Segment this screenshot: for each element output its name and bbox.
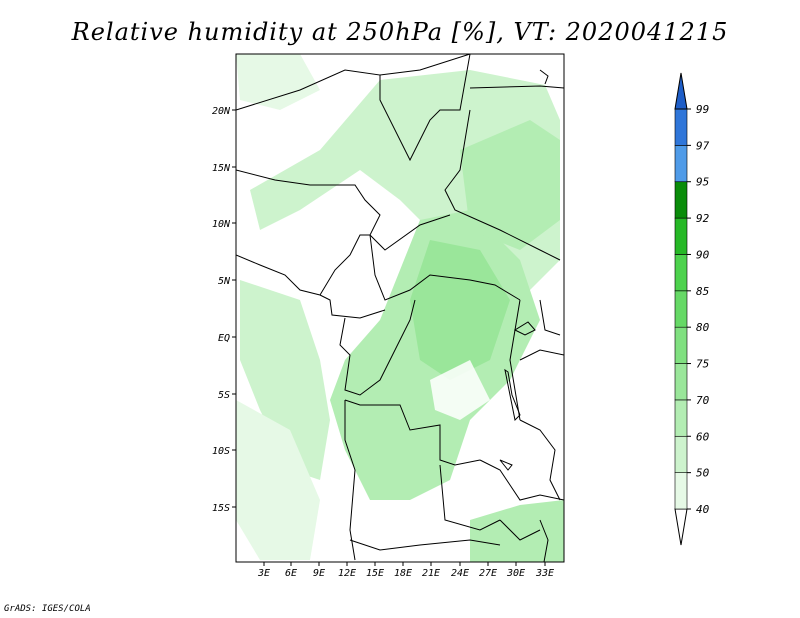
colorbar-segment — [674, 254, 688, 292]
lat-label: 15N — [212, 163, 231, 174]
colorbar-segment — [674, 399, 688, 437]
border-line — [479, 459, 564, 501]
humidity-region-north-west — [236, 54, 320, 110]
border-line — [319, 234, 370, 296]
colorbar-segment — [674, 145, 688, 183]
lat-label: 15S — [212, 503, 230, 514]
lat-label: 20N — [212, 106, 231, 117]
border-line — [339, 299, 416, 396]
lon-label: 24E — [451, 568, 469, 579]
lon-label: 15E — [366, 568, 384, 579]
lon-label: 9E — [313, 568, 325, 579]
border-line — [349, 539, 501, 551]
colorbar-level-label: 90 — [696, 248, 710, 261]
border-line — [344, 400, 356, 561]
colorbar-level-label: 60 — [696, 430, 710, 443]
lon-label: 27E — [479, 568, 497, 579]
border-line — [519, 349, 564, 361]
border-line — [344, 399, 481, 466]
border-line — [369, 234, 521, 301]
humidity-region-northeast — [460, 120, 560, 250]
map-frame — [235, 53, 565, 563]
lon-label: 12E — [338, 568, 356, 579]
lat-label: EQ — [218, 333, 230, 344]
country-borders — [236, 54, 564, 562]
border-line — [319, 294, 386, 319]
humidity-region-dry-central — [430, 360, 490, 420]
colorbar-level-label: 75 — [696, 358, 709, 371]
lake-outline — [504, 368, 521, 422]
border-line — [469, 85, 564, 89]
chart-title: Relative humidity at 250hPa [%], VT: 202… — [71, 18, 729, 46]
border-line — [236, 254, 321, 296]
colorbar-level-label: 99 — [696, 103, 709, 116]
humidity-region-west-low — [236, 400, 320, 560]
colorbar-level-label: 70 — [696, 394, 710, 407]
colorbar-level-label: 97 — [696, 139, 710, 152]
humidity-region-core — [410, 240, 510, 380]
border-line — [539, 299, 561, 336]
lon-label: 21E — [422, 568, 440, 579]
colorbar-level-label: 85 — [696, 285, 709, 298]
lat-label: 5N — [218, 276, 231, 287]
humidity-region-west — [240, 280, 330, 480]
border-line — [539, 519, 549, 562]
colorbar-segment — [674, 290, 688, 328]
lat-label: 10S — [212, 446, 230, 457]
colorbar-upper-arrow — [674, 72, 688, 110]
lat-ticks — [232, 109, 236, 508]
lat-label: 5S — [218, 390, 230, 401]
colorbar-lower-arrow — [674, 508, 688, 546]
lon-ticks — [263, 562, 546, 566]
lat-label: 10N — [212, 219, 231, 230]
colorbar-level-label: 40 — [696, 503, 710, 516]
latitude-axis: 20N 15N 10N 5N EQ 5S 10S 15S — [212, 106, 236, 514]
border-line — [539, 69, 549, 85]
colorbar-level-label: 95 — [696, 176, 709, 189]
border-line — [519, 419, 561, 501]
lake-outline — [513, 321, 536, 336]
grads-credit: GrADS: IGES/COLA — [4, 604, 91, 614]
colorbar-segment — [674, 108, 688, 146]
humidity-region-south — [470, 500, 564, 562]
lon-label: 18E — [394, 568, 412, 579]
border-line — [439, 464, 501, 531]
humidity-field — [236, 54, 564, 562]
colorbar-level-label: 80 — [696, 321, 710, 334]
lake-outline — [499, 459, 513, 471]
colorbar-segment — [674, 363, 688, 401]
border-line — [236, 54, 471, 162]
colorbar-level-label: 50 — [696, 467, 710, 480]
border-line — [379, 54, 471, 76]
colorbar-segment — [674, 326, 688, 364]
border-line — [236, 169, 451, 251]
colorbar-level-label: 92 — [696, 212, 710, 225]
colorbar-segment — [674, 435, 688, 473]
colorbar-segment — [674, 472, 688, 510]
lon-label: 3E — [257, 568, 270, 579]
colorbar: 40 50 60 70 75 80 85 90 92 95 97 99 — [674, 72, 710, 546]
border-line — [509, 299, 521, 421]
longitude-axis: 3E 6E 9E 12E 15E 18E 21E 24E 27E 30E 33E — [257, 562, 554, 579]
colorbar-segment — [674, 181, 688, 219]
border-line — [499, 519, 541, 541]
lon-label: 6E — [285, 568, 297, 579]
lon-label: 30E — [506, 568, 525, 579]
colorbar-segment — [674, 217, 688, 255]
border-line — [444, 109, 561, 261]
lon-label: 33E — [535, 568, 554, 579]
